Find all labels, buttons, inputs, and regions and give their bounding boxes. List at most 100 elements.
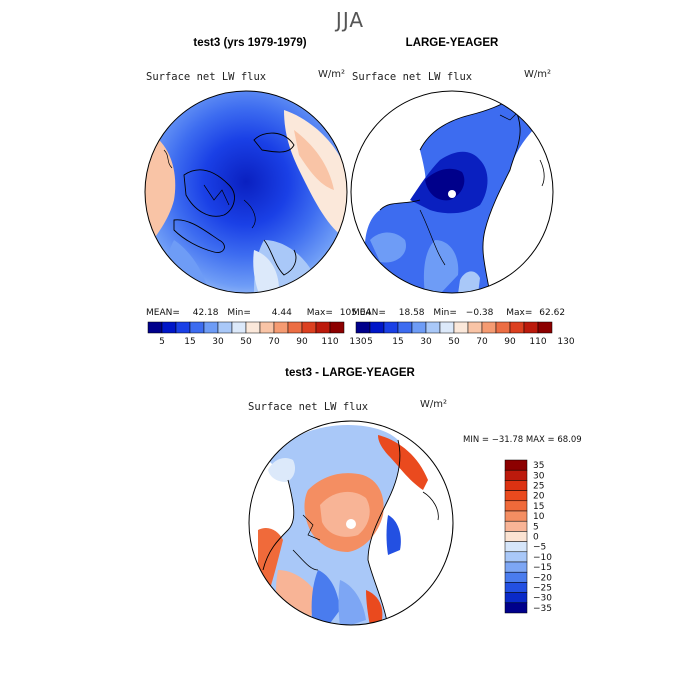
- panel1-colorbar-swatch: [259, 321, 275, 334]
- diff-colorbar-tick-label: 10: [533, 512, 545, 522]
- panel2-units: W/m²: [524, 69, 552, 80]
- panel2-colorbar-swatch: [355, 321, 371, 334]
- panel1-colorbar-swatch: [245, 321, 261, 334]
- diff-colorbar-swatch: [504, 592, 528, 604]
- diff-polar-map: [248, 420, 454, 626]
- panel2-variable: Surface net LW flux: [352, 71, 473, 83]
- panel1-colorbar-swatch: [329, 321, 345, 334]
- panel1-colorbar-tick-label: 30: [212, 337, 224, 347]
- diff-colorbar-swatch: [504, 531, 528, 542]
- panel1-colorbar-swatch: [287, 321, 303, 334]
- diff-colorbar-swatch: [504, 571, 528, 583]
- panel1-mean-label: MEAN=: [146, 308, 180, 318]
- panel1-units: W/m²: [318, 69, 346, 80]
- panel2-min-label: Min=: [433, 308, 457, 318]
- panel1-colorbar-swatch: [315, 321, 331, 334]
- panel1-colorbar-swatch: [161, 321, 177, 334]
- panel2-colorbar-swatch: [383, 321, 399, 334]
- diff-colorbar-tick-label: 0: [533, 533, 539, 543]
- panel2-colorbar-swatch: [509, 321, 525, 334]
- panel2-colorbar: 5 15 30 50 70 90 110 130: [355, 321, 575, 347]
- diff-colorbar-tick-label: 5: [533, 522, 539, 532]
- panel2-colorbar-swatch: [397, 321, 413, 334]
- diff-colorbar-swatch: [504, 500, 528, 512]
- panel2-colorbar-swatch: [495, 321, 511, 334]
- panel1-max-label: Max=: [306, 308, 333, 318]
- panel2-colorbar-swatch: [411, 321, 427, 334]
- panel1-colorbar-swatch: [301, 321, 317, 334]
- panel2-title: LARGE-YEAGER: [405, 37, 499, 49]
- panel2-colorbar-tick-label: 70: [476, 337, 488, 347]
- panel1-stats: MEAN= 42.18 Min= 4.44 Max= 105.04: [146, 308, 371, 318]
- panel1-colorbar-swatch: [175, 321, 191, 334]
- diff-colorbar-tick-label: −20: [533, 573, 552, 583]
- diff-colorbar-swatch: [504, 459, 528, 471]
- panel2-colorbar-tick-label: 5: [367, 337, 373, 347]
- diff-colorbar-swatch: [504, 480, 528, 491]
- diff-colorbar-tick-label: −35: [533, 604, 552, 614]
- diff-colorbar-tick-label: 30: [533, 471, 545, 481]
- panel2-colorbar-swatch: [523, 321, 539, 334]
- diff-colorbar-swatch: [504, 602, 528, 614]
- diff-colorbar-swatch: [504, 510, 528, 522]
- diff-stats: MIN = −31.78 MAX = 68.09: [463, 435, 582, 445]
- diff-colorbar-tick-label: 25: [533, 482, 544, 492]
- diff-variable: Surface net LW flux: [248, 401, 369, 413]
- season-title: JJA: [335, 8, 365, 32]
- panel2-colorbar-swatch: [453, 321, 469, 334]
- panel1-max-value: 105.04: [339, 308, 372, 318]
- panel1-colorbar-swatch: [189, 321, 205, 334]
- diff-colorbar-tick-label: −15: [533, 563, 552, 573]
- panel1-colorbar-swatch: [231, 321, 247, 334]
- diff-units: W/m²: [420, 399, 448, 410]
- diff-colorbar-swatch: [504, 469, 528, 481]
- panel2-colorbar-swatch: [369, 321, 385, 334]
- panel1-colorbar-tick-label: 15: [184, 337, 195, 347]
- panel1-min-value: 4.44: [271, 308, 292, 318]
- panel1-colorbar-tick-label: 5: [159, 337, 165, 347]
- diff-colorbar-tick-label: 15: [533, 502, 544, 512]
- panel2-colorbar-tick-label: 50: [448, 337, 460, 347]
- panel2-max-value: 62.62: [539, 308, 566, 318]
- panel2-colorbar-swatch: [537, 321, 553, 334]
- panel2-polar-map: [350, 90, 554, 294]
- diff-colorbar-tick-label: 20: [533, 492, 545, 502]
- panel1-colorbar-swatch: [217, 321, 233, 334]
- diff-colorbar-swatch: [504, 561, 528, 573]
- diff-colorbar-swatch: [504, 520, 528, 532]
- panel1-variable: Surface net LW flux: [146, 71, 267, 83]
- panel2-mean-value: 18.58: [398, 308, 425, 318]
- panel2-colorbar-swatch: [425, 321, 441, 334]
- diff-title: test3 - LARGE-YEAGER: [285, 367, 415, 379]
- panel1-colorbar-tick-label: 50: [240, 337, 252, 347]
- diff-colorbar-tick-label: −25: [533, 584, 552, 594]
- panel1-colorbar-swatch: [273, 321, 289, 334]
- panel1-title: test3 (yrs 1979-1979): [193, 37, 307, 49]
- panel2-colorbar-tick-label: 30: [420, 337, 432, 347]
- panel2-colorbar-tick-label: 130: [557, 337, 574, 347]
- panel1-colorbar-tick-label: 70: [268, 337, 280, 347]
- panel2-stats: MEAN= 18.58 Min= −0.38 Max= 62.62: [352, 308, 565, 318]
- panel1-colorbar: 5 15 30 50 70 90 110 130: [147, 321, 367, 347]
- panel1-colorbar-tick-label: 130: [349, 337, 366, 347]
- diff-colorbar-swatch: [504, 551, 528, 563]
- diff-colorbar-tick-label: −30: [533, 594, 552, 604]
- panel2-max-label: Max=: [506, 308, 533, 318]
- panel1-colorbar-swatch: [203, 321, 219, 334]
- panel1-colorbar-tick-label: 90: [296, 337, 308, 347]
- panel1-colorbar-tick-label: 110: [321, 337, 338, 347]
- diff-colorbar-swatch: [504, 582, 528, 593]
- panel2-mean-label: MEAN=: [352, 308, 386, 318]
- panel1-polar-map: [144, 90, 348, 294]
- panel2-colorbar-tick-label: 15: [392, 337, 403, 347]
- panel1-min-label: Min=: [227, 308, 251, 318]
- diff-colorbar-swatch: [504, 541, 528, 553]
- diff-colorbar-swatch: [504, 490, 528, 502]
- panel2-colorbar-swatch: [481, 321, 497, 334]
- panel2-colorbar-swatch: [467, 321, 483, 334]
- diff-colorbar-tick-label: −10: [533, 553, 552, 563]
- panel2-colorbar-swatch: [439, 321, 455, 334]
- diff-colorbar-tick-label: −5: [533, 543, 546, 553]
- panel2-colorbar-tick-label: 110: [529, 337, 546, 347]
